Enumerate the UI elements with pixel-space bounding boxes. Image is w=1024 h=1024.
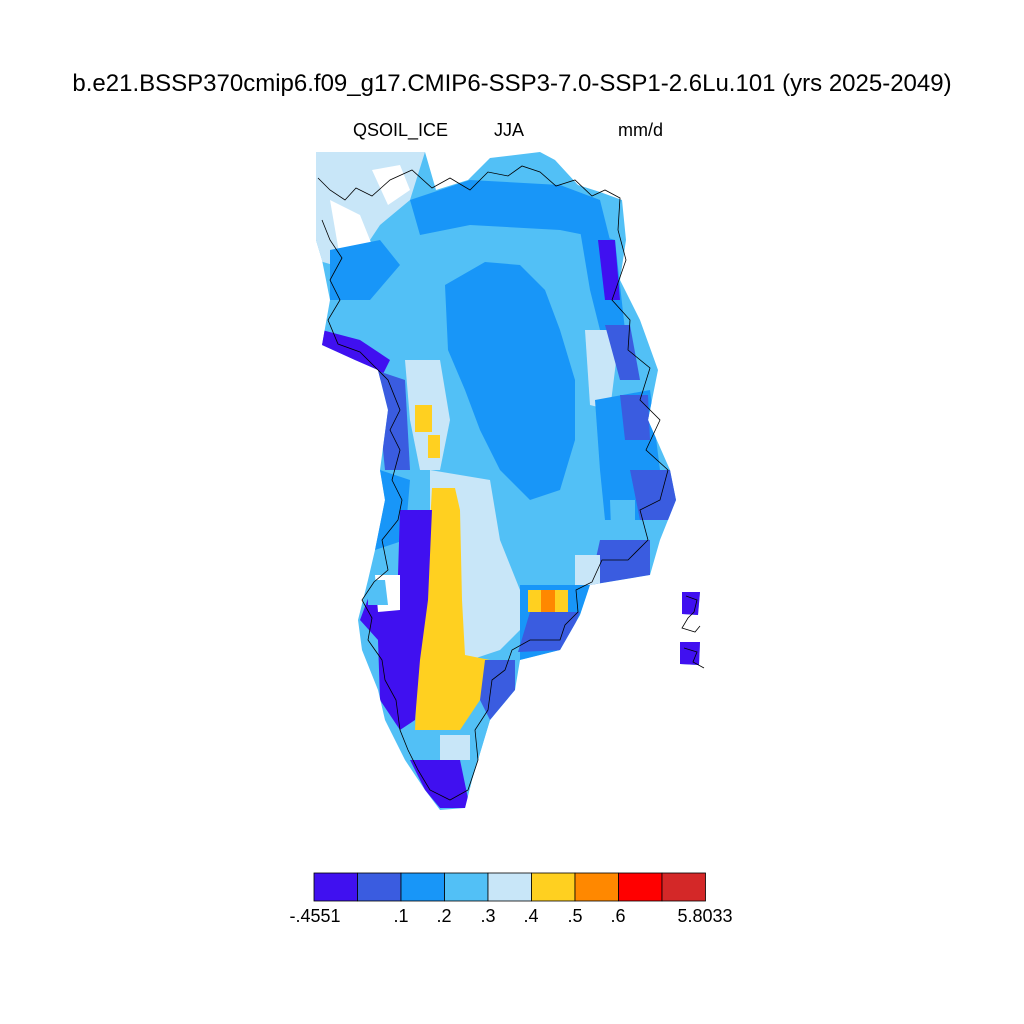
- colorbar-label-3: .3: [480, 906, 496, 926]
- colorbar-label-2: .2: [436, 906, 452, 926]
- variable-label: QSOIL_ICE: [353, 120, 449, 140]
- colorbar-label-0: -.4551: [289, 906, 341, 926]
- data-field: [316, 152, 700, 810]
- coastline: [317, 165, 705, 801]
- colorbar-label-7: 5.8033: [677, 906, 733, 926]
- colorbar-label-4: .4: [523, 906, 539, 926]
- colorbar-label-5: .5: [567, 906, 583, 926]
- plot-title: b.e21.BSSP370cmip6.f09_g17.CMIP6-SSP3-7.…: [72, 70, 952, 97]
- colorbar-label-6: .6: [610, 906, 626, 926]
- season-label: JJA: [494, 120, 525, 140]
- colorbar-label-1: .1: [393, 906, 409, 926]
- units-label: mm/d: [618, 120, 663, 140]
